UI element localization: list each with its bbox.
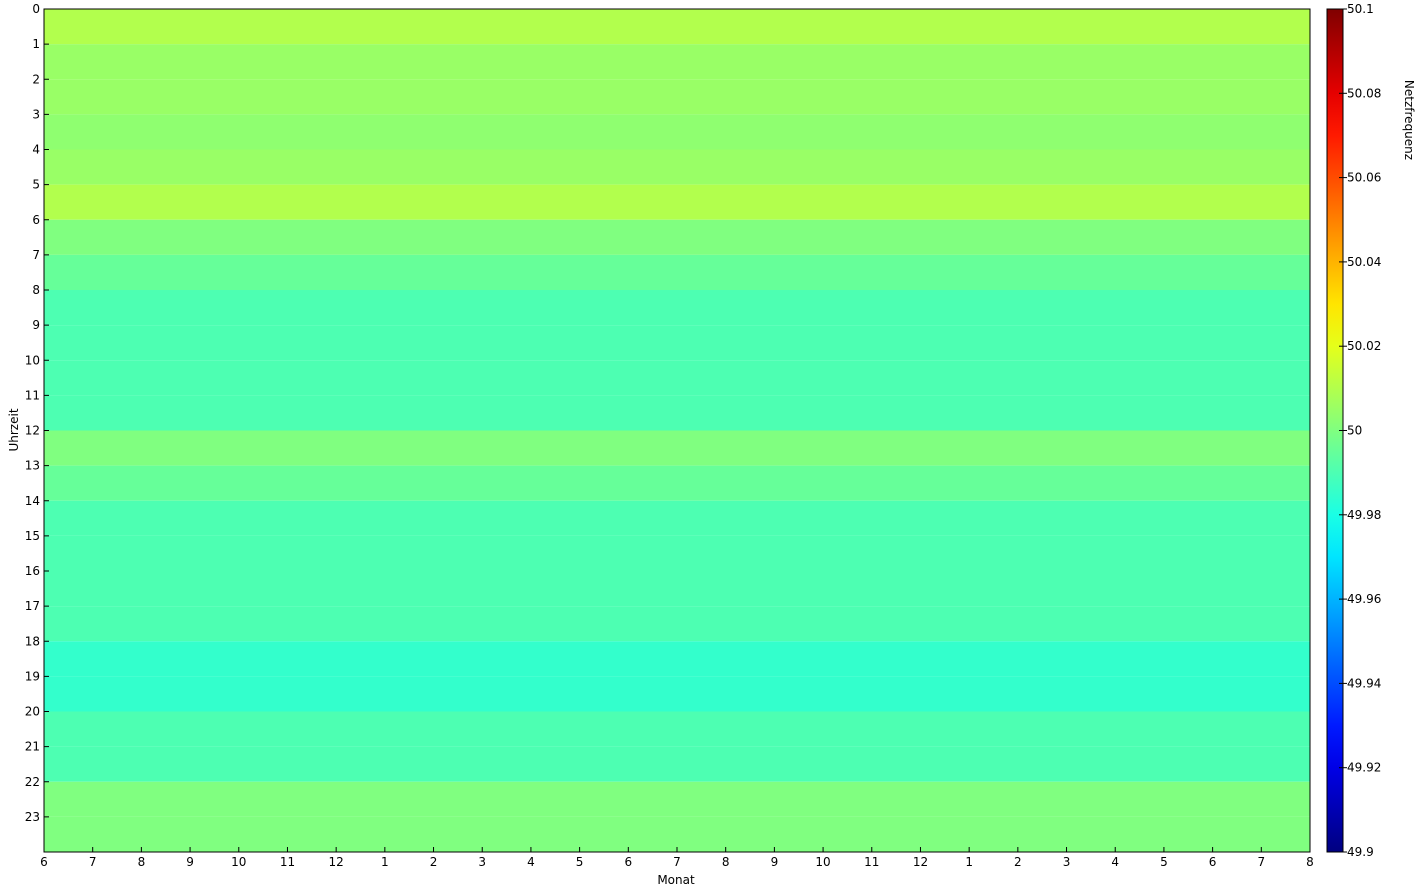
x-tick-label: 3 — [478, 855, 486, 869]
heatmap-band — [44, 816, 1310, 852]
x-tick-label: 11 — [864, 855, 879, 869]
x-tick-label: 8 — [722, 855, 730, 869]
heatmap-band — [44, 360, 1310, 396]
y-tick-label: 14 — [25, 494, 40, 508]
x-tick-label: 5 — [576, 855, 584, 869]
x-tick-label: 7 — [89, 855, 97, 869]
heatmap-band — [44, 149, 1310, 185]
heatmap-band — [44, 290, 1310, 326]
heatmap-band — [44, 395, 1310, 431]
y-tick-label: 6 — [32, 213, 40, 227]
x-tick-label: 6 — [1209, 855, 1217, 869]
heatmap-band — [44, 606, 1310, 642]
heatmap-band — [44, 9, 1310, 45]
colorbar-tick-label: 49.92 — [1347, 761, 1381, 775]
y-tick-label: 18 — [25, 634, 40, 648]
x-tick-label: 9 — [186, 855, 194, 869]
plot-area — [43, 8, 1311, 853]
x-axis: 6 7 8 9 10 11 12 1 2 3 4 5 6 7 8 9 10 11 12 1 2 3 4 5 6 7 8 — [40, 847, 1314, 869]
heatmap-band — [44, 571, 1310, 607]
x-tick-label: 2 — [430, 855, 438, 869]
heatmap-band — [44, 535, 1310, 571]
y-tick-label: 17 — [25, 599, 40, 613]
x-tick-label: 2 — [1014, 855, 1022, 869]
heatmap-band — [44, 184, 1310, 220]
y-tick-label: 11 — [25, 388, 40, 402]
y-tick-label: 4 — [32, 143, 40, 157]
y-tick-label: 20 — [25, 705, 40, 719]
x-tick-label: 1 — [965, 855, 973, 869]
heatmap-band — [44, 781, 1310, 817]
x-tick-label: 6 — [40, 855, 48, 869]
heatmap-band — [44, 254, 1310, 290]
x-tick-label: 5 — [1160, 855, 1168, 869]
y-tick-label: 7 — [32, 248, 40, 262]
y-tick-label: 16 — [25, 564, 40, 578]
heatmap-band — [44, 676, 1310, 712]
y-tick-label: 9 — [32, 318, 40, 332]
x-tick-label: 9 — [771, 855, 779, 869]
heatmap-band — [44, 44, 1310, 80]
colorbar-tick-label: 49.9 — [1347, 845, 1374, 859]
y-tick-label: 2 — [32, 72, 40, 86]
y-tick-label: 22 — [25, 775, 40, 789]
colorbar: 50.1 50.08 50.06 50.04 50.02 50 49.98 49.96 49.9… — [1326, 2, 1381, 859]
x-tick-label: 12 — [913, 855, 928, 869]
x-tick-label: 4 — [1111, 855, 1119, 869]
x-tick-label: 7 — [673, 855, 681, 869]
heatmap-band — [44, 430, 1310, 466]
y-tick-label: 15 — [25, 529, 40, 543]
colorbar-tick-label: 50.02 — [1347, 339, 1381, 353]
y-tick-label: 12 — [25, 424, 40, 438]
x-tick-label: 1 — [381, 855, 389, 869]
heatmap-band — [44, 219, 1310, 255]
y-tick-label: 10 — [25, 353, 40, 367]
x-tick-label: 8 — [138, 855, 146, 869]
colorbar-tick-label: 50.06 — [1347, 171, 1381, 185]
heatmap-band — [44, 465, 1310, 501]
y-tick-label: 3 — [32, 107, 40, 121]
colorbar-tick-label: 50.1 — [1347, 2, 1374, 16]
colorbar-tick-label: 50.04 — [1347, 255, 1381, 269]
x-tick-label: 10 — [815, 855, 830, 869]
colorbar-tick-label: 50 — [1347, 424, 1362, 438]
x-tick-label: 4 — [527, 855, 535, 869]
x-tick-label: 11 — [280, 855, 295, 869]
heatmap-band — [44, 79, 1310, 115]
colorbar-tick-label: 49.94 — [1347, 676, 1381, 690]
heatmap-band — [44, 711, 1310, 747]
y-tick-label: 1 — [32, 37, 40, 51]
colorbar-label: Netzfrequenz — [1402, 80, 1416, 160]
y-tick-label: 8 — [32, 283, 40, 297]
y-tick-label: 19 — [25, 669, 40, 683]
colorbar-tick-label: 50.08 — [1347, 86, 1381, 100]
y-tick-label: 0 — [32, 2, 40, 16]
heatmap-band — [44, 114, 1310, 150]
x-axis-label: Monat — [657, 873, 695, 887]
y-tick-label: 5 — [32, 178, 40, 192]
x-tick-label: 12 — [329, 855, 344, 869]
heatmap-band — [44, 641, 1310, 677]
y-axis-label: Uhrzeit — [7, 408, 21, 451]
x-tick-label: 8 — [1306, 855, 1314, 869]
heatmap-band — [44, 500, 1310, 536]
x-tick-label: 3 — [1063, 855, 1071, 869]
y-tick-label: 21 — [25, 740, 40, 754]
colorbar-tick-label: 49.98 — [1347, 508, 1381, 522]
y-tick-label: 13 — [25, 459, 40, 473]
x-tick-label: 6 — [624, 855, 632, 869]
x-tick-label: 7 — [1257, 855, 1265, 869]
heatmap-band — [44, 325, 1310, 361]
x-tick-label: 10 — [231, 855, 246, 869]
heatmap-band — [44, 746, 1310, 782]
colorbar-tick-label: 49.96 — [1347, 592, 1381, 606]
y-tick-label: 23 — [25, 810, 40, 824]
